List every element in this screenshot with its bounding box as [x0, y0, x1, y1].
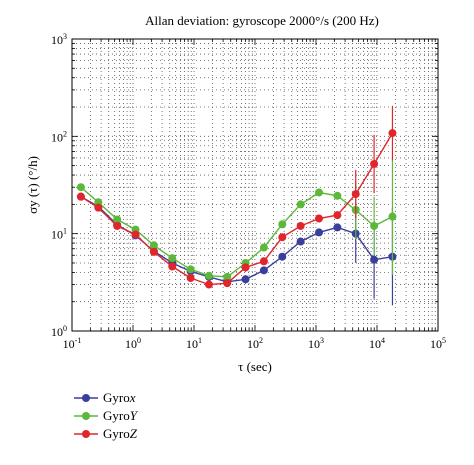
data-point-GyroZ: [370, 159, 379, 168]
legend-label-Gyrox: Gyrox: [103, 390, 136, 405]
x-tick-label: 103: [308, 336, 324, 351]
data-point-GyroY: [370, 221, 379, 230]
data-point-GyroZ: [76, 192, 85, 201]
legend-marker-GyroZ: [82, 430, 90, 438]
y-tick-label: 102: [51, 129, 67, 144]
data-point-GyroZ: [315, 214, 324, 223]
x-axis-label: τ (sec): [238, 359, 272, 374]
data-point-GyroZ: [149, 247, 158, 256]
data-point-Gyrox: [333, 223, 342, 232]
data-point-GyroY: [223, 272, 232, 281]
data-point-GyroY: [204, 271, 213, 280]
legend-marker-Gyrox: [82, 394, 90, 402]
data-point-GyroZ: [388, 129, 397, 138]
data-point-GyroY: [333, 191, 342, 200]
x-tick-label: 105: [430, 336, 446, 351]
data-point-GyroZ: [278, 233, 287, 242]
chart-title: Allan deviation: gyroscope 2000°/s (200 …: [145, 13, 379, 28]
x-tick-label: 104: [369, 336, 385, 351]
data-point-GyroZ: [168, 262, 177, 271]
legend-label-GyroY: GyroY: [103, 408, 139, 423]
y-tick-label: 100: [51, 324, 67, 339]
y-axis-label: σy (τ) (°/h): [25, 156, 40, 214]
data-point-Gyrox: [278, 252, 287, 261]
data-point-GyroZ: [94, 203, 103, 212]
data-point-GyroY: [168, 254, 177, 263]
data-point-GyroZ: [113, 221, 122, 230]
data-point-GyroZ: [186, 274, 195, 283]
x-tick-label: 101: [186, 336, 202, 351]
data-point-GyroY: [278, 220, 287, 229]
data-point-GyroY: [259, 243, 268, 252]
data-point-Gyrox: [241, 275, 250, 284]
data-point-GyroZ: [259, 257, 268, 266]
data-point-Gyrox: [296, 237, 305, 246]
legend-label-GyroZ: GyroZ: [103, 426, 138, 441]
data-point-GyroZ: [131, 230, 140, 239]
data-point-Gyrox: [370, 255, 379, 264]
data-point-GyroY: [296, 200, 305, 209]
y-tick-label: 103: [51, 32, 67, 47]
data-point-GyroZ: [223, 279, 232, 288]
x-tick-label: 102: [247, 336, 263, 351]
legend-marker-GyroY: [82, 412, 90, 420]
data-point-GyroY: [186, 265, 195, 274]
data-point-Gyrox: [259, 266, 268, 275]
x-tick-label: 10-1: [63, 336, 82, 351]
data-point-GyroY: [113, 215, 122, 224]
x-tick-label: 100: [125, 336, 141, 351]
data-point-GyroY: [149, 241, 158, 250]
data-point-Gyrox: [315, 228, 324, 237]
data-point-GyroZ: [333, 211, 342, 220]
data-point-GyroZ: [204, 280, 213, 289]
y-tick-label: 101: [51, 227, 67, 242]
data-point-GyroZ: [351, 190, 360, 199]
data-point-GyroY: [76, 183, 85, 192]
data-point-GyroY: [388, 212, 397, 221]
data-point-GyroZ: [241, 263, 250, 272]
data-point-GyroZ: [296, 221, 305, 230]
data-point-GyroY: [315, 188, 324, 197]
